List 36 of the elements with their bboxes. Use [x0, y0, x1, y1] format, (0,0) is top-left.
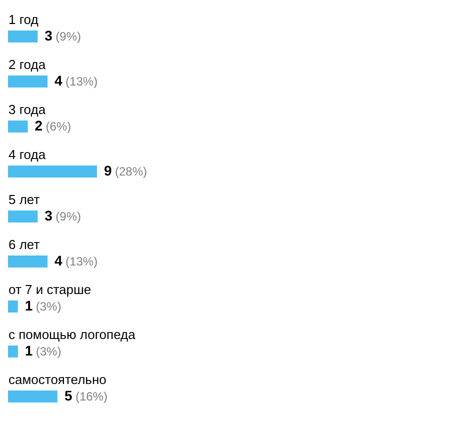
annotation: (9%): [56, 30, 82, 44]
bar: [8, 210, 38, 222]
bar: [8, 300, 18, 312]
data-label: 3: [44, 208, 53, 224]
bar: [8, 390, 58, 402]
data-label: 4: [54, 252, 63, 268]
bar: [8, 166, 97, 178]
data-label: 3: [44, 28, 53, 44]
bar: [8, 76, 48, 88]
annotation: (3%): [36, 300, 62, 314]
y-tick-label: 2 года: [8, 57, 46, 72]
data-label: 1: [24, 342, 33, 358]
bar: [8, 256, 48, 268]
annotation: (16%): [75, 390, 108, 404]
bar: [8, 30, 38, 42]
data-label: 2: [34, 118, 43, 134]
y-tick-label: самостоятельно: [8, 372, 106, 387]
data-label: 1: [24, 298, 33, 314]
annotation: (28%): [115, 164, 148, 178]
y-tick-label: от 7 и старше: [8, 282, 92, 297]
annotation: (9%): [56, 210, 82, 224]
annotation: (6%): [46, 120, 72, 134]
annotation: (13%): [66, 74, 98, 88]
data-label: 5: [64, 388, 72, 404]
bar: [8, 346, 18, 358]
y-tick-label: 5 лет: [8, 192, 40, 207]
y-tick-label: 6 лет: [8, 237, 40, 252]
data-label: 4: [54, 72, 63, 88]
y-tick-label: 3 года: [8, 102, 46, 117]
annotation: (13%): [66, 254, 98, 268]
annotation: (3%): [36, 344, 62, 358]
y-tick-label: 1 год: [8, 12, 39, 27]
data-label: 9: [104, 162, 112, 178]
y-tick-label: с помощью логопеда: [8, 327, 136, 342]
bar: [8, 120, 28, 132]
y-tick-label: 4 года: [8, 147, 46, 162]
